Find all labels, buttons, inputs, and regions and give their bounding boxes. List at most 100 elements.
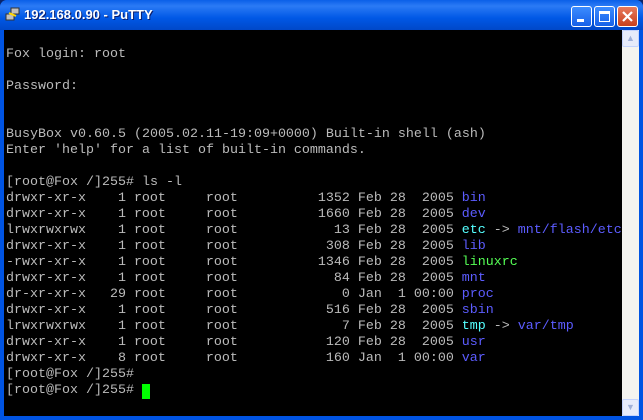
- link-count: 1: [117, 191, 126, 206]
- file-group: root: [205, 319, 238, 334]
- file-name: etc: [461, 223, 486, 238]
- file-list-row: lrwxrwxrwx 1 root root 7 Feb 28 2005 tmp -> va…: [6, 319, 574, 335]
- link-count: 1: [117, 207, 126, 222]
- symlink-arrow: ->: [485, 223, 518, 238]
- file-list-row: lrwxrwxrwx 1 root root 13 Feb 28 2005 etc -> m…: [6, 223, 622, 239]
- file-size: 1346: [317, 255, 350, 270]
- link-count: 1: [117, 303, 126, 318]
- file-size: 160: [325, 351, 350, 366]
- scroll-down-button[interactable]: ▼: [622, 399, 639, 416]
- file-size: 0: [341, 287, 350, 302]
- symlink-arrow: ->: [485, 319, 518, 334]
- title-bar[interactable]: 192.168.0.90 - PuTTY: [0, 0, 643, 30]
- file-date: Feb 28 2005: [357, 223, 454, 238]
- file-owner: root: [133, 239, 166, 254]
- file-date: Feb 28 2005: [357, 335, 454, 350]
- file-group: root: [205, 335, 238, 350]
- file-permissions: dr-xr-xr-x: [6, 287, 86, 302]
- file-name: tmp: [461, 319, 486, 334]
- link-count: 1: [117, 255, 126, 270]
- vertical-scrollbar[interactable]: ▲ ▼: [622, 30, 639, 416]
- scroll-up-button[interactable]: ▲: [622, 30, 639, 47]
- file-owner: root: [133, 335, 166, 350]
- file-name: mnt: [461, 271, 486, 286]
- file-permissions: lrwxrwxrwx: [6, 223, 86, 238]
- file-size: 84: [333, 271, 350, 286]
- link-count: 1: [117, 335, 126, 350]
- file-owner: root: [133, 319, 166, 334]
- file-date: Feb 28 2005: [357, 271, 454, 286]
- maximize-icon: [599, 11, 610, 22]
- terminal-area[interactable]: Fox login: root Password: BusyBox v0.60.…: [4, 30, 622, 416]
- help-hint: Enter 'help' for a list of built-in comm…: [6, 143, 366, 158]
- file-list-row: drwxr-xr-x 8 root root 160 Jan 1 00:00 var: [6, 351, 486, 367]
- link-count: 1: [117, 271, 126, 286]
- password-line: Password:: [6, 79, 78, 94]
- active-prompt-line[interactable]: [root@Fox /]255#: [6, 383, 150, 399]
- file-date: Feb 28 2005: [357, 303, 454, 318]
- file-permissions: drwxr-xr-x: [6, 351, 86, 366]
- file-name: lib: [461, 239, 486, 254]
- file-group: root: [205, 239, 238, 254]
- file-group: root: [205, 271, 238, 286]
- file-name: usr: [461, 335, 486, 350]
- file-group: root: [205, 191, 238, 206]
- minimize-icon: [577, 19, 584, 22]
- chevron-down-icon: ▼: [626, 402, 635, 412]
- close-button[interactable]: [617, 6, 638, 27]
- file-size: 1352: [317, 191, 350, 206]
- file-name: dev: [461, 207, 486, 222]
- file-name: var: [461, 351, 486, 366]
- maximize-button[interactable]: [594, 6, 615, 27]
- file-owner: root: [133, 255, 166, 270]
- file-owner: root: [133, 271, 166, 286]
- file-name: linuxrc: [461, 255, 518, 270]
- file-permissions: drwxr-xr-x: [6, 303, 86, 318]
- file-name: proc: [461, 287, 494, 302]
- text-cursor: [141, 384, 150, 399]
- file-list-row: drwxr-xr-x 1 root root 308 Feb 28 2005 lib: [6, 239, 486, 255]
- file-name: bin: [461, 191, 486, 206]
- prompt-text: [root@Fox /]255#: [6, 383, 142, 398]
- login-line: Fox login: root: [6, 47, 126, 62]
- file-permissions: drwxr-xr-x: [6, 239, 86, 254]
- file-list-row: drwxr-xr-x 1 root root 84 Feb 28 2005 mnt: [6, 271, 486, 287]
- file-list-row: drwxr-xr-x 1 root root 1352 Feb 28 2005 bin: [6, 191, 486, 207]
- window-title: 192.168.0.90 - PuTTY: [24, 7, 153, 22]
- file-permissions: drwxr-xr-x: [6, 207, 86, 222]
- file-name: sbin: [461, 303, 494, 318]
- file-owner: root: [133, 287, 166, 302]
- file-permissions: drwxr-xr-x: [6, 191, 86, 206]
- close-icon: [622, 11, 633, 22]
- file-group: root: [205, 351, 238, 366]
- link-count: 8: [117, 351, 126, 366]
- file-size: 1660: [317, 207, 350, 222]
- file-date: Feb 28 2005: [357, 239, 454, 254]
- link-count: 1: [117, 239, 126, 254]
- file-date: Jan 1 00:00: [357, 287, 454, 302]
- symlink-target: var/tmp: [517, 319, 574, 334]
- command-line: [root@Fox /]255# ls -l: [6, 175, 182, 190]
- file-permissions: lrwxrwxrwx: [6, 319, 86, 334]
- file-date: Feb 28 2005: [357, 207, 454, 222]
- minimize-button[interactable]: [571, 6, 592, 27]
- file-date: Feb 28 2005: [357, 255, 454, 270]
- putty-icon: [5, 7, 20, 21]
- file-list-row: drwxr-xr-x 1 root root 1660 Feb 28 2005 dev: [6, 207, 486, 223]
- file-group: root: [205, 287, 238, 302]
- prompt-line: [root@Fox /]255#: [6, 367, 134, 382]
- file-owner: root: [133, 191, 166, 206]
- busybox-banner: BusyBox v0.60.5 (2005.02.11-19:09+0000) …: [6, 127, 486, 142]
- link-count: 29: [109, 287, 126, 302]
- file-size: 308: [325, 239, 350, 254]
- file-date: Feb 28 2005: [357, 191, 454, 206]
- file-owner: root: [133, 223, 166, 238]
- file-list-row: -rwxr-xr-x 1 root root 1346 Feb 28 2005 linuxr…: [6, 255, 518, 271]
- file-date: Jan 1 00:00: [357, 351, 454, 366]
- file-size: 516: [325, 303, 350, 318]
- file-list-row: drwxr-xr-x 1 root root 120 Feb 28 2005 usr: [6, 335, 486, 351]
- file-date: Feb 28 2005: [357, 319, 454, 334]
- file-group: root: [205, 303, 238, 318]
- file-permissions: drwxr-xr-x: [6, 335, 86, 350]
- file-permissions: -rwxr-xr-x: [6, 255, 86, 270]
